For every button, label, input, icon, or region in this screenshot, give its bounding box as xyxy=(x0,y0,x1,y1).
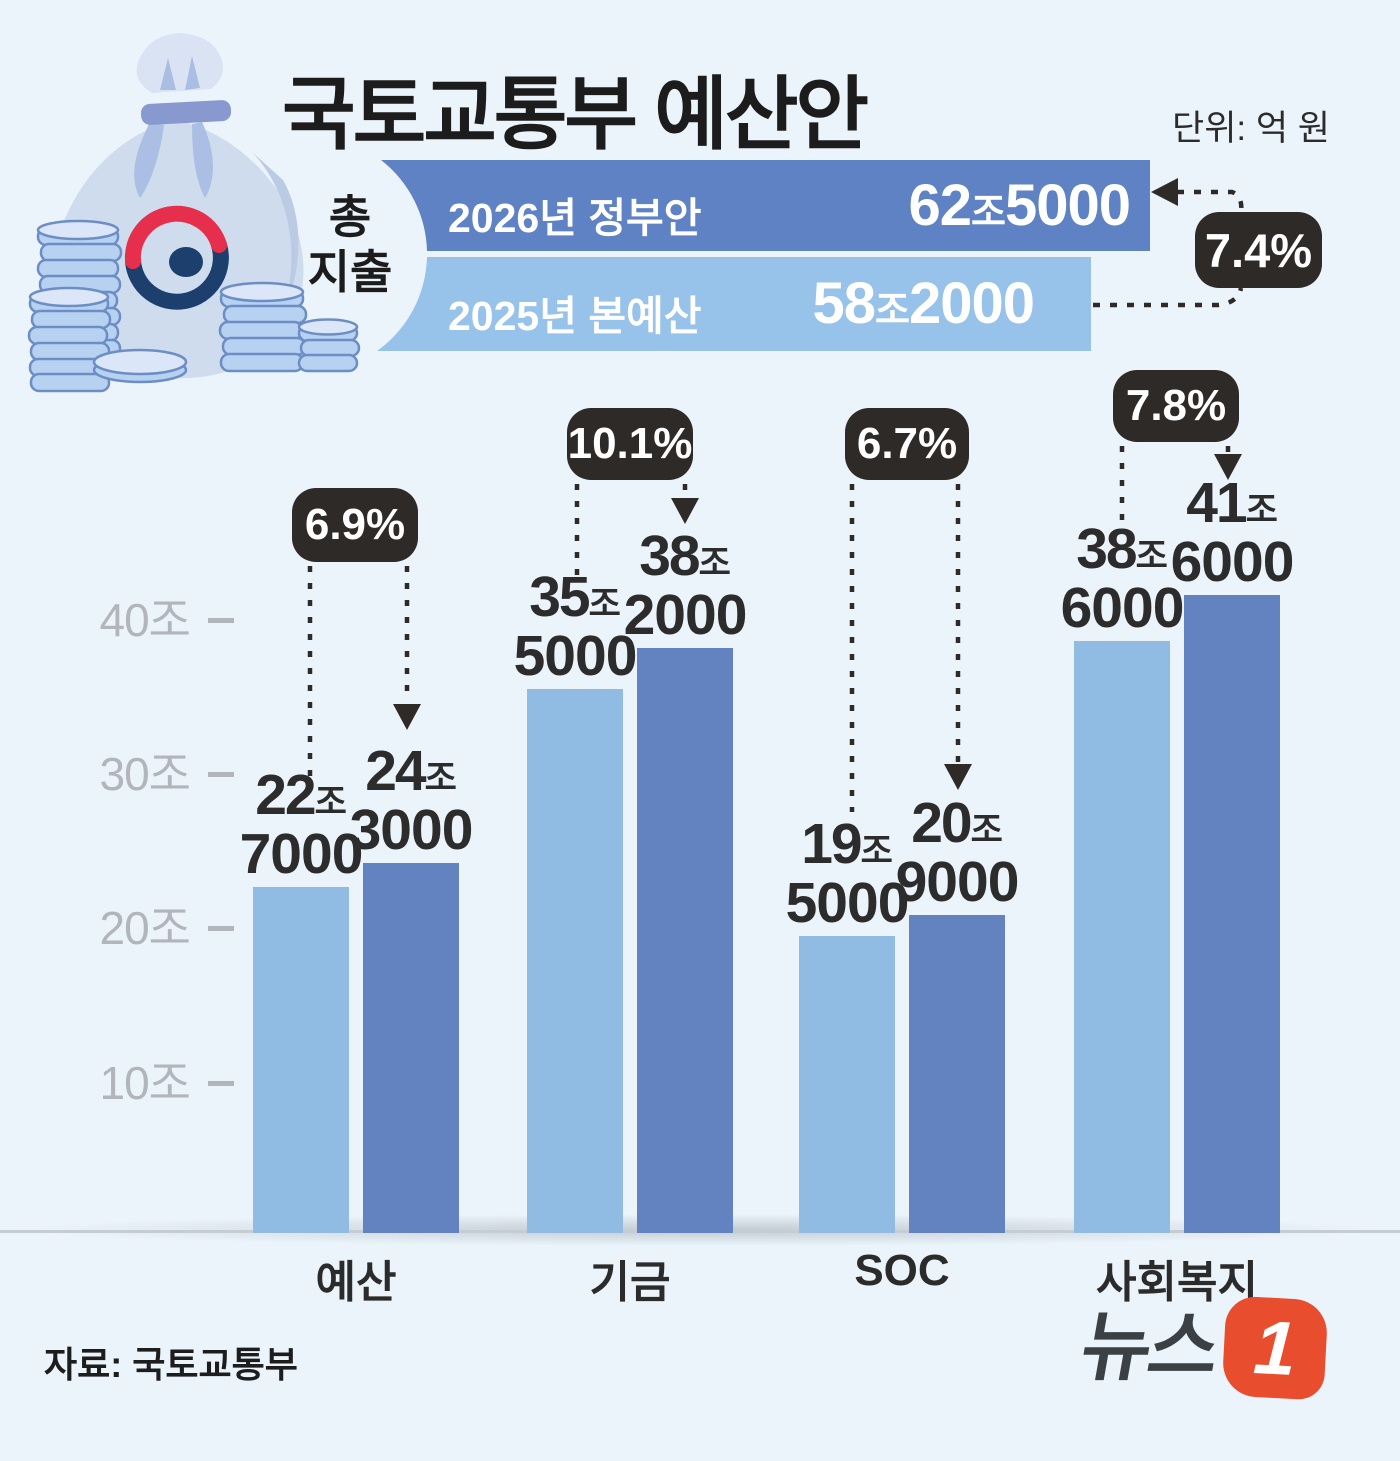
value-label-2026-group4: 41조 6000 xyxy=(1170,471,1295,594)
header-bar-2025 xyxy=(377,257,1091,351)
ytick-mark xyxy=(208,926,234,931)
header-dashed-arrows xyxy=(1093,189,1244,308)
category-label-welfare: 사회복지 xyxy=(1096,1258,1258,1307)
header-bar-2026 xyxy=(381,160,1150,251)
category-label-budget: 예산 xyxy=(315,1258,397,1307)
bar-2025-group2 xyxy=(527,689,623,1233)
category-label-fund: 기금 xyxy=(589,1258,671,1307)
page-title: 국토교통부 예산안 xyxy=(282,70,869,159)
bar-2025-group4 xyxy=(1074,641,1170,1233)
news1-logo-numeral: 1 xyxy=(1221,1295,1329,1401)
change-badge-group2: 10.1% xyxy=(567,408,693,480)
change-badge-group1: 6.9% xyxy=(292,488,418,562)
value-label-2026-group1: 24조 3000 xyxy=(349,739,474,862)
total-label-line1: 총 xyxy=(328,191,372,243)
total-label-line2: 지출 xyxy=(307,246,393,298)
change-badge-group4: 7.8% xyxy=(1113,370,1239,442)
value-label-2025-group2: 35조 5000 xyxy=(513,565,638,688)
source-credit: 자료: 국토교통부 xyxy=(44,1344,298,1385)
arrowhead-left-icon xyxy=(1151,178,1178,206)
header-row-2026-value: 62조5000 xyxy=(908,173,1131,238)
gov-emblem-icon xyxy=(124,205,229,310)
header-row-2025-label: 2025년 본예산 xyxy=(448,293,702,339)
value-label-2026-group2: 38조 2000 xyxy=(623,524,748,647)
ytick-mark xyxy=(208,1081,234,1086)
bar-2026-group4 xyxy=(1184,595,1280,1233)
news1-logo-text: 뉴스 xyxy=(1074,1305,1224,1390)
header-row-2025-value: 58조2000 xyxy=(812,271,1035,336)
ytick-30: 30조 xyxy=(99,748,192,800)
value-label-2025-group1: 22조 7000 xyxy=(239,763,364,886)
total-change-badge: 7.4% xyxy=(1195,212,1322,288)
arrowhead-down-icons xyxy=(393,454,1242,790)
news1-logo: 뉴스 1 xyxy=(1075,1295,1329,1401)
ytick-20: 20조 xyxy=(99,902,192,954)
value-label-2025-group4: 38조 6000 xyxy=(1060,517,1185,640)
money-bag-icon xyxy=(27,33,361,393)
value-label-2026-group3: 20조 9000 xyxy=(895,791,1020,914)
coin-stack-icon xyxy=(27,219,361,393)
value-label-2025-group3: 19조 5000 xyxy=(785,812,910,935)
unit-label: 단위: 억 원 xyxy=(1172,109,1330,148)
ytick-mark xyxy=(208,772,234,777)
category-label-soc: SOC xyxy=(854,1246,950,1295)
group-dashed-lines xyxy=(307,446,1231,812)
ytick-40: 40조 xyxy=(99,594,192,646)
change-badge-group3: 6.7% xyxy=(845,408,969,480)
total-spending-label: 총 지출 xyxy=(306,190,394,300)
bar-2026-group3 xyxy=(909,915,1005,1233)
ytick-mark xyxy=(208,618,234,623)
header-row-2026-label: 2026년 정부안 xyxy=(448,195,702,241)
bar-2026-group1 xyxy=(363,863,459,1233)
ytick-10: 10조 xyxy=(99,1057,192,1109)
bar-2025-group1 xyxy=(253,887,349,1233)
bar-2025-group3 xyxy=(799,936,895,1233)
bar-2026-group2 xyxy=(637,648,733,1233)
